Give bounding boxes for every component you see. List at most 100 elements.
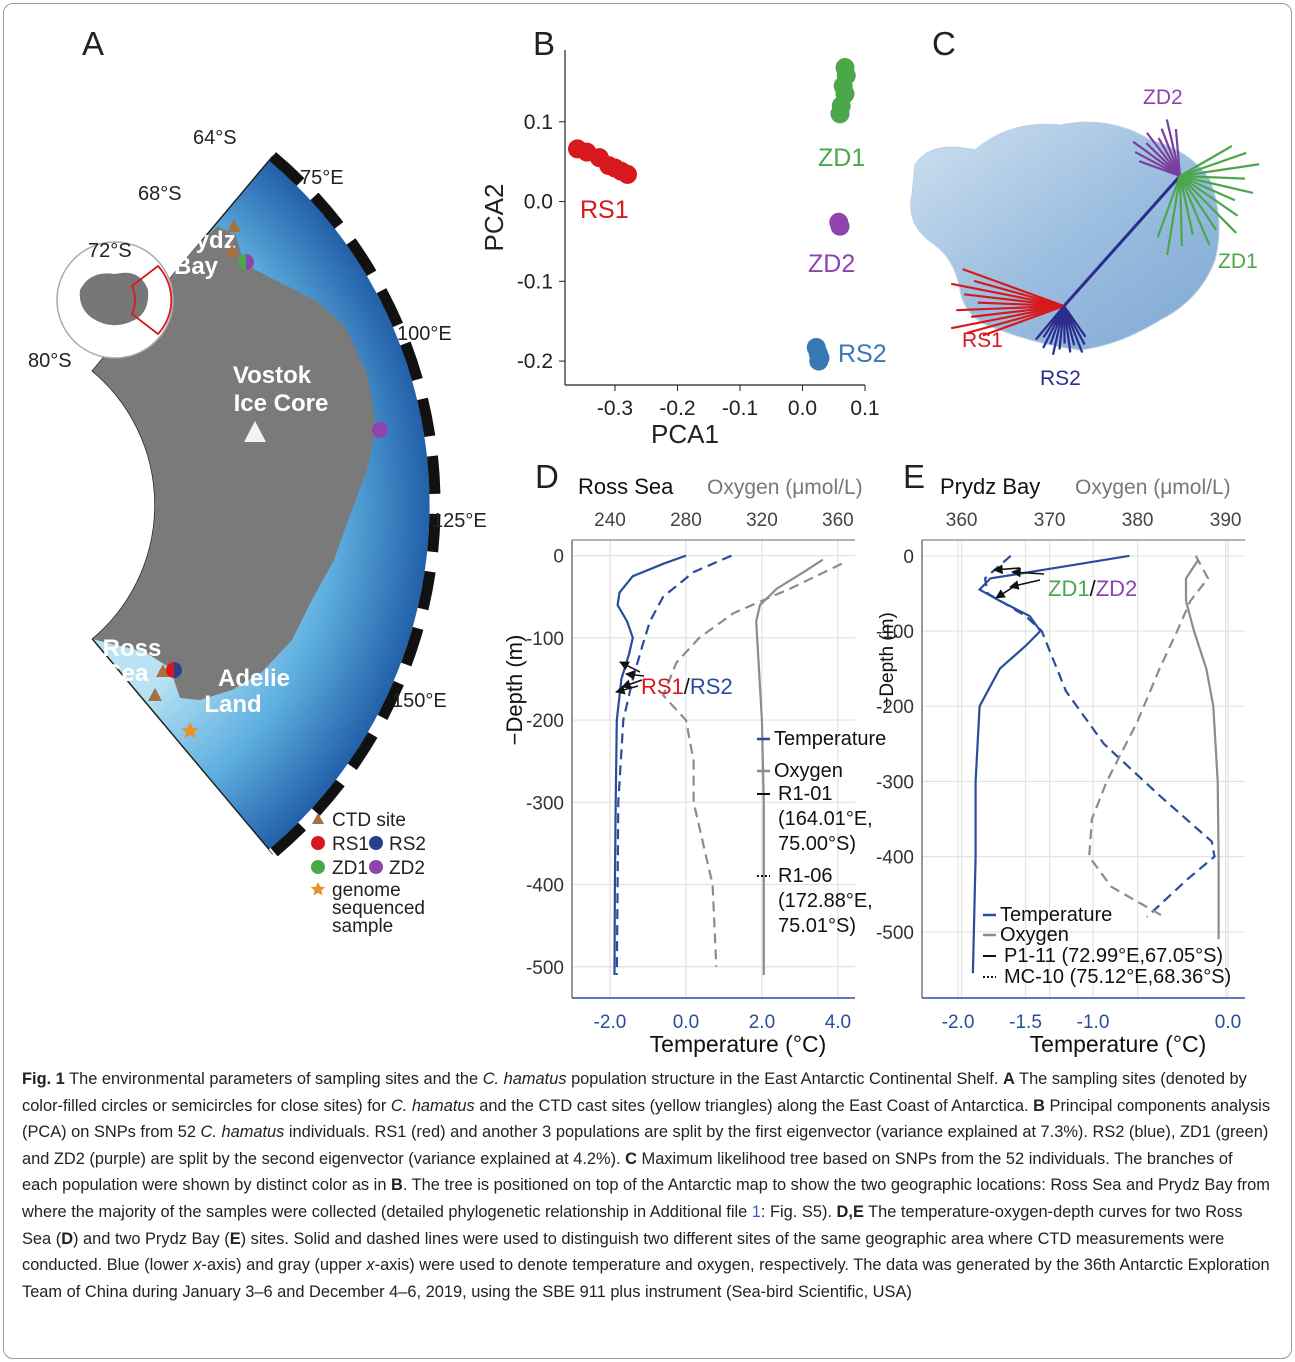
annotation: RS1/RS2 xyxy=(641,674,733,699)
chart-title: Prydz Bay xyxy=(940,474,1040,499)
caption: Fig. 1 The environmental parameters of s… xyxy=(22,1066,1272,1305)
place-label: Land xyxy=(204,691,261,718)
y-axis-label: PCA2 xyxy=(479,184,509,252)
x-tick-label: -1.0 xyxy=(1077,1012,1110,1033)
legend-label: 75.01°S) xyxy=(778,915,856,937)
x2-tick-label: 320 xyxy=(746,510,778,531)
x2-tick-label: 280 xyxy=(670,510,702,531)
tree-c: ZD2 ZD1 RS1 RS2 xyxy=(911,86,1259,390)
series-label: RS2 xyxy=(838,340,887,368)
x-tick-label: -0.3 xyxy=(597,397,633,420)
legend-label: ZD2 xyxy=(389,858,425,879)
y-axis-label: −Depth (m) xyxy=(502,635,527,746)
lon-label: 75°E xyxy=(300,167,344,189)
point xyxy=(831,217,850,236)
x2-tick-label: 390 xyxy=(1210,510,1242,531)
caption-text: ) and two Prydz Bay ( xyxy=(73,1230,230,1248)
caption-text: : Fig. S5). xyxy=(761,1203,837,1221)
legend-label: ZD1 xyxy=(332,858,368,879)
x2-axis-label: Oxygen (μmol/L) xyxy=(1075,476,1231,499)
legend-label: sample xyxy=(332,916,393,937)
lat-label: 72°S xyxy=(88,240,132,262)
legend-label: 75.00°S) xyxy=(778,833,856,855)
y-tick-label: -0.2 xyxy=(517,350,553,373)
legend-label: RS1 xyxy=(332,834,369,855)
y-tick-label: 0.1 xyxy=(524,111,553,134)
lat-label: 64°S xyxy=(193,127,237,149)
figure: A B C D E 64°S 68°S 72°S 80°S 75°E 100°E… xyxy=(0,0,1295,1062)
x2-tick-label: 360 xyxy=(822,510,854,531)
caption-text: B xyxy=(1033,1097,1045,1115)
x2-axis-label: Oxygen (μmol/L) xyxy=(707,476,863,499)
place-label: Adelie xyxy=(218,665,290,692)
panel-letter: B xyxy=(533,25,555,62)
place-label: Prydz xyxy=(170,227,235,254)
legend-label: RS2 xyxy=(389,834,426,855)
y-tick-label: -500 xyxy=(526,958,564,979)
y-tick-label: -300 xyxy=(876,772,914,793)
caption-text: C. hamatus xyxy=(391,1097,475,1115)
caption-text: x xyxy=(366,1256,374,1274)
arrow xyxy=(996,584,1018,598)
place-label: Ross xyxy=(103,635,162,662)
caption-link[interactable]: 1 xyxy=(752,1203,761,1221)
y-tick-label: 0 xyxy=(553,547,564,568)
x-tick-label: -0.2 xyxy=(659,397,695,420)
map-a: 64°S 68°S 72°S 80°S 75°E 100°E 125°E 150… xyxy=(28,127,487,937)
caption-text: E xyxy=(230,1230,241,1248)
legend-symbol xyxy=(369,860,383,874)
y-tick-label: -400 xyxy=(876,848,914,869)
annotation: ZD1/ZD2 xyxy=(1048,576,1137,601)
point xyxy=(831,104,850,123)
caption-text: C xyxy=(625,1150,637,1168)
tree-label: ZD2 xyxy=(1143,86,1183,109)
lat-label: 68°S xyxy=(138,183,182,205)
annotation-part: ZD2 xyxy=(1096,576,1138,601)
place-label: Ice Core xyxy=(234,390,329,417)
annotation-part: ZD1 xyxy=(1048,576,1090,601)
place-label: Bay xyxy=(174,253,219,280)
x-tick-label: 0.0 xyxy=(788,397,817,420)
profile-line xyxy=(1089,556,1208,917)
legend-label: R1-06 xyxy=(778,865,832,887)
site-zd2 xyxy=(372,422,388,438)
x-tick-label: 0.1 xyxy=(850,397,879,420)
tree-label: ZD1 xyxy=(1218,250,1258,273)
series-label: ZD1 xyxy=(818,144,865,172)
caption-text: -axis) and gray (upper xyxy=(202,1256,367,1274)
x-tick-label: -2.0 xyxy=(942,1012,975,1033)
legend-label: CTD site xyxy=(332,810,406,831)
panel-letter: C xyxy=(932,25,956,62)
lon-label: 150°E xyxy=(392,690,447,712)
y-tick-label: 0.0 xyxy=(524,191,553,214)
y-tick-label: -0.1 xyxy=(517,270,553,293)
panel-letter: E xyxy=(903,458,925,495)
x-tick-label: -1.5 xyxy=(1009,1012,1042,1033)
caption-text: The environmental parameters of sampling… xyxy=(65,1070,483,1088)
tree-label: RS2 xyxy=(1040,367,1081,390)
point xyxy=(618,165,637,184)
legend-symbol xyxy=(311,836,325,850)
legend-label: P1-11 (72.99°E,67.05°S) xyxy=(1004,945,1223,967)
legend-label: (172.88°E, xyxy=(778,890,873,912)
x-axis-label: Temperature (°C) xyxy=(1030,1031,1207,1057)
panel-letter: A xyxy=(82,25,104,62)
x-tick-label: 0.0 xyxy=(1215,1012,1241,1033)
lat-label: 80°S xyxy=(28,350,72,372)
chart-title: Ross Sea xyxy=(578,474,674,499)
lon-label: 125°E xyxy=(432,510,487,532)
caption-label: Fig. 1 xyxy=(22,1070,65,1088)
x-tick-label: 2.0 xyxy=(749,1012,775,1033)
caption-text: A xyxy=(1003,1070,1015,1088)
x-tick-label: -0.1 xyxy=(722,397,758,420)
x-axis-label: Temperature (°C) xyxy=(650,1031,827,1057)
legend-label: R1-01 xyxy=(778,783,832,805)
place-label: Vostok xyxy=(233,362,312,389)
y-tick-label: -400 xyxy=(526,876,564,897)
legend-symbol xyxy=(311,882,325,896)
page: {"panels": {"a": "A", "b": "B", "c": "C"… xyxy=(0,0,1295,1362)
annotation-part: RS2 xyxy=(690,674,733,699)
caption-text: and the CTD cast sites (yellow triangles… xyxy=(475,1097,1033,1115)
y-tick-label: -500 xyxy=(876,923,914,944)
y-axis-label: −Depth (m) xyxy=(877,612,898,708)
